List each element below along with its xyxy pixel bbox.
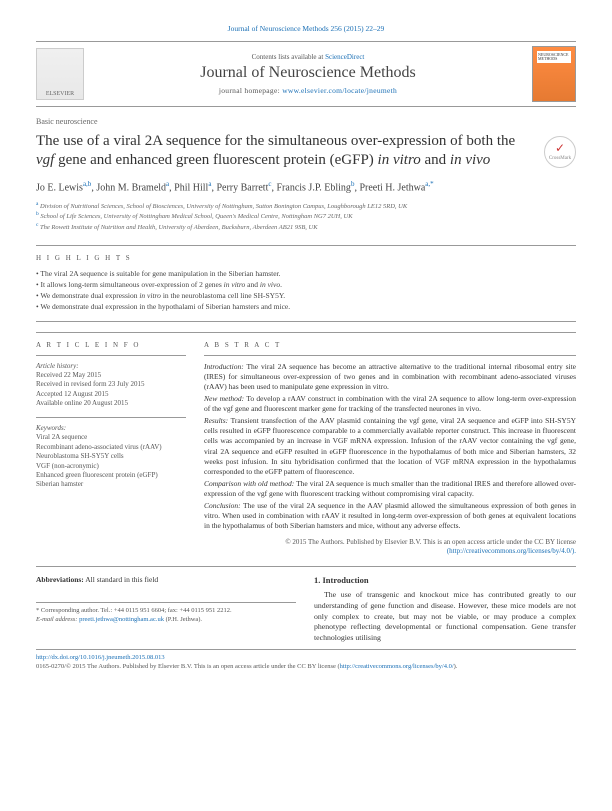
highlights-title: H I G H L I G H T S [36, 254, 576, 262]
page-footer: http://dx.doi.org/10.1016/j.jneumeth.201… [36, 649, 576, 671]
doi-link[interactable]: http://dx.doi.org/10.1016/j.jneumeth.201… [36, 654, 165, 661]
article-section: Basic neuroscience [36, 117, 576, 126]
article-title: The use of a viral 2A sequence for the s… [36, 132, 576, 170]
elsevier-logo: ELSEVIER [36, 48, 84, 100]
author-list: Jo E. Lewisa,b, John M. Bramelda, Phil H… [36, 180, 576, 195]
contents-line: Contents lists available at ScienceDirec… [84, 53, 532, 61]
abbreviations-block: Abbreviations: All standard in this fiel… [36, 575, 296, 643]
corr-email-link[interactable]: preeti.jethwa@nottingham.ac.uk [79, 616, 164, 623]
footer-license-link[interactable]: http://creativecommons.org/licenses/by/4… [340, 663, 454, 670]
article-info-column: A R T I C L E I N F O Article history: R… [36, 341, 186, 557]
sciencedirect-link[interactable]: ScienceDirect [325, 53, 364, 61]
highlights-box: H I G H L I G H T S The viral 2A sequenc… [36, 245, 576, 322]
license-link[interactable]: (http://creativecommons.org/licenses/by/… [447, 547, 576, 555]
abstract-body: Introduction: The viral 2A sequence has … [204, 362, 576, 557]
homepage-link[interactable]: www.elsevier.com/locate/jneumeth [282, 86, 397, 95]
journal-cover-thumb [532, 46, 576, 102]
journal-title: Journal of Neuroscience Methods [84, 64, 532, 82]
citation-header: Journal of Neuroscience Methods 256 (201… [36, 24, 576, 33]
introduction-section: 1. Introduction The use of transgenic an… [314, 575, 576, 643]
journal-homepage: journal homepage: www.elsevier.com/locat… [84, 86, 532, 95]
journal-header-bar: ELSEVIER Contents lists available at Sci… [36, 41, 576, 107]
abstract-column: A B S T R A C T Introduction: The viral … [204, 341, 576, 557]
affiliations: a Division of Nutritional Sciences, Scho… [36, 201, 576, 233]
crossmark-badge[interactable]: CrossMark [544, 136, 576, 168]
highlights-list: The viral 2A sequence is suitable for ge… [36, 268, 576, 313]
corresponding-author-footnote: * Corresponding author. Tel.: +44 0115 9… [36, 602, 296, 624]
